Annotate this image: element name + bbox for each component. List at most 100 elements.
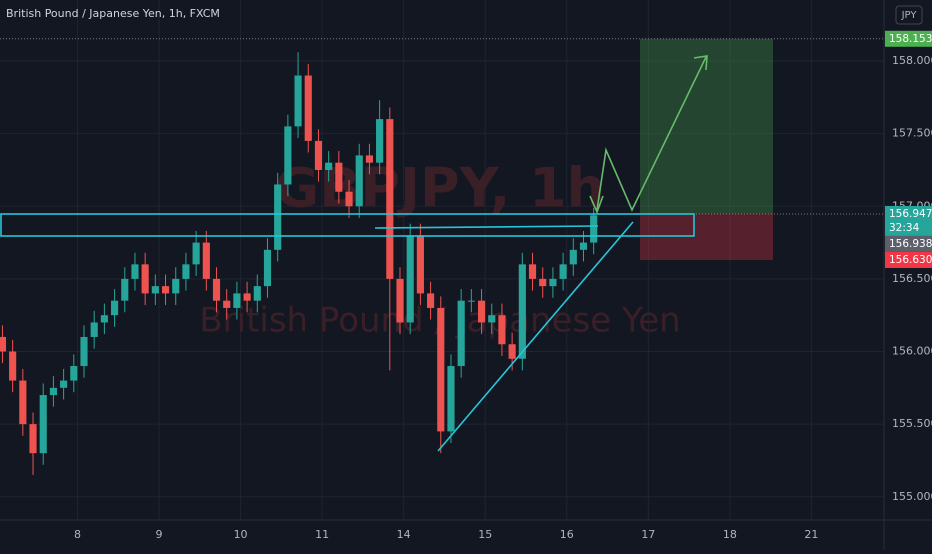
currency-button[interactable] <box>895 5 923 25</box>
price-tag <box>885 30 932 47</box>
candle-body <box>274 184 282 250</box>
candle-body <box>161 286 170 294</box>
candle-body <box>192 242 200 265</box>
x-tick-label: 11 <box>315 528 329 541</box>
x-tick-label: 17 <box>641 528 655 541</box>
candle-body <box>182 264 190 279</box>
candle-body <box>141 264 149 294</box>
candle-body <box>539 278 547 287</box>
arrow-head <box>589 195 604 215</box>
currency-label[interactable]: JPY <box>901 10 918 21</box>
candle-body <box>131 264 139 279</box>
candle-body <box>70 366 78 381</box>
trend-line <box>374 225 599 229</box>
candles <box>0 52 598 475</box>
candle-body <box>172 278 180 294</box>
candle-body <box>549 278 557 287</box>
watermark: GBPJPY, 1h <box>275 157 605 220</box>
candle-body <box>427 293 435 308</box>
candle-body <box>19 380 27 425</box>
candle-body <box>243 293 251 301</box>
candle-body <box>386 119 394 279</box>
candle-body <box>345 191 353 207</box>
x-tick-label: 8 <box>74 528 81 541</box>
candle-body <box>253 286 261 301</box>
price-tag <box>885 235 932 252</box>
candle-body <box>212 278 221 301</box>
candle-body <box>437 307 445 432</box>
candle-body <box>416 235 424 294</box>
candle-body <box>376 119 384 163</box>
candle-body <box>457 300 465 367</box>
candle-body <box>294 75 302 127</box>
candle-body <box>39 395 47 454</box>
countdown-label: 32:34 <box>889 222 920 234</box>
price-tag <box>885 205 932 236</box>
projection-arrow <box>596 56 707 212</box>
candle-body <box>223 300 231 308</box>
candle-body <box>304 75 312 141</box>
y-tick-label: 158.000 <box>892 54 932 67</box>
candle-body <box>314 140 323 170</box>
chart-title: British Pound / Japanese Yen, 1h, FXCM <box>6 7 220 20</box>
price-tag <box>885 252 932 268</box>
candle-body <box>406 235 414 323</box>
x-tick-label: 10 <box>234 528 248 541</box>
arrow-head <box>693 55 708 71</box>
candle-body <box>325 162 333 170</box>
x-tick-label: 15 <box>478 528 492 541</box>
candle-body <box>447 366 455 432</box>
candle-body <box>9 351 17 381</box>
candle-body <box>100 315 108 323</box>
candle-body <box>335 162 343 192</box>
candle-body <box>29 424 37 454</box>
x-tick-label: 9 <box>156 528 163 541</box>
candle-body <box>49 387 57 396</box>
price-tag-label: 156.947 <box>889 208 932 220</box>
candle-body <box>202 242 210 279</box>
stop-zone <box>640 213 773 260</box>
x-tick-label: 18 <box>723 528 737 541</box>
candle-body <box>355 155 363 207</box>
resistance-zone <box>0 213 695 237</box>
candle-body <box>90 322 98 337</box>
x-tick-label: 21 <box>804 528 818 541</box>
candle-body <box>60 380 68 388</box>
candle-body <box>0 336 7 352</box>
candle-body <box>284 126 292 185</box>
candle-body <box>579 242 588 250</box>
y-tick-label: 156.000 <box>892 345 932 358</box>
drawings <box>0 55 708 452</box>
x-tick-label: 14 <box>397 528 411 541</box>
candle-body <box>396 278 404 323</box>
axis: 155.000155.500156.000156.500157.000157.5… <box>74 30 932 541</box>
candle-body <box>263 249 272 287</box>
candle-body <box>477 300 486 323</box>
candle-body <box>508 344 516 359</box>
candle-body <box>498 315 506 345</box>
candle-body <box>121 278 129 301</box>
candle-body <box>80 336 88 367</box>
x-tick-label: 16 <box>560 528 574 541</box>
y-tick-label: 156.500 <box>892 272 932 285</box>
price-tag-label: 156.630 <box>889 254 932 266</box>
candle-body <box>488 315 496 323</box>
candle-body <box>151 286 159 294</box>
price-tag-label: 158.153 <box>889 33 932 45</box>
candle-body <box>559 264 567 279</box>
candle-body <box>528 264 537 279</box>
price-tag-label: 156.938 <box>889 238 932 250</box>
candle-body <box>233 293 241 308</box>
candle-body <box>590 215 598 243</box>
y-tick-label: 155.000 <box>892 490 932 503</box>
y-tick-label: 155.500 <box>892 417 932 430</box>
y-tick-label: 157.500 <box>892 127 932 140</box>
grid <box>0 0 884 520</box>
candle-body <box>365 155 373 163</box>
candle-body <box>111 300 119 316</box>
candle-body <box>467 300 475 302</box>
candle-body <box>518 264 526 359</box>
trend-line <box>437 221 634 452</box>
